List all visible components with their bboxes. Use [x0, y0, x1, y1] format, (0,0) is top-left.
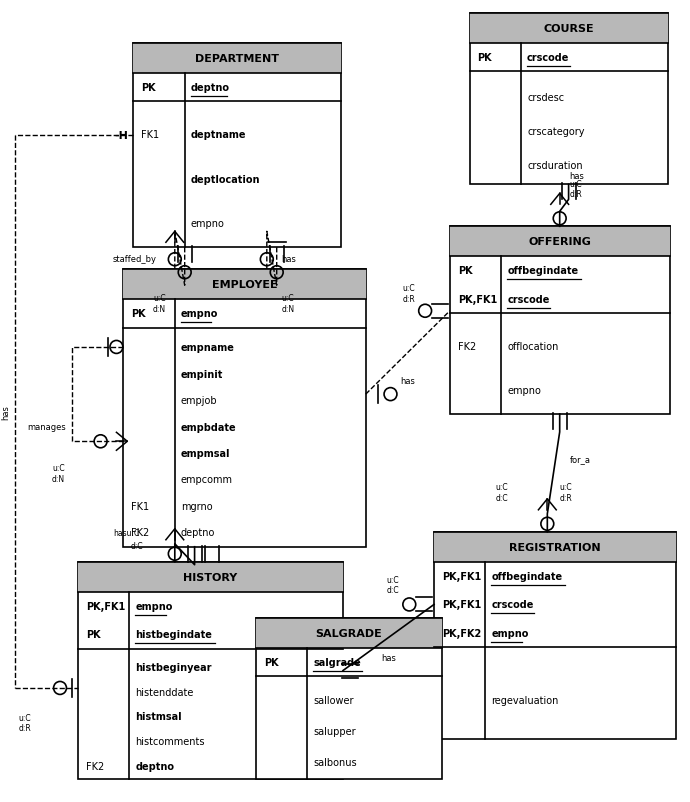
Text: has: has — [400, 377, 415, 386]
Text: histbeginyear: histbeginyear — [135, 662, 212, 672]
Text: COURSE: COURSE — [543, 23, 594, 34]
Text: deptno: deptno — [190, 83, 230, 93]
Text: PK,FK1: PK,FK1 — [457, 294, 497, 305]
Text: crsdesc: crsdesc — [527, 93, 564, 103]
Text: empcomm: empcomm — [181, 475, 233, 485]
Text: histcomments: histcomments — [135, 736, 205, 746]
Text: empinit: empinit — [181, 370, 223, 379]
Text: mgrno: mgrno — [181, 501, 213, 511]
Text: has: has — [1, 404, 10, 419]
Text: offlocation: offlocation — [507, 342, 559, 351]
Text: SALGRADE: SALGRADE — [315, 628, 382, 638]
Text: empno: empno — [190, 219, 224, 229]
Text: deptno: deptno — [181, 528, 215, 537]
Text: d:C: d:C — [130, 541, 143, 550]
Text: crscode: crscode — [491, 600, 534, 610]
Bar — [133, 43, 341, 74]
Text: u:C
d:C: u:C d:C — [386, 575, 399, 595]
Text: u:C
d:C: u:C d:C — [496, 483, 509, 502]
Text: FK2: FK2 — [86, 761, 104, 771]
Bar — [78, 562, 343, 780]
Text: sallower: sallower — [313, 695, 354, 705]
Text: REGISTRATION: REGISTRATION — [509, 542, 601, 552]
Text: empno: empno — [491, 628, 529, 638]
Text: PK: PK — [457, 266, 473, 276]
Text: deptno: deptno — [135, 761, 174, 771]
Text: empno: empno — [181, 309, 218, 319]
Bar — [256, 618, 442, 780]
Bar — [434, 532, 676, 739]
Text: empbdate: empbdate — [181, 422, 237, 432]
Text: PK,FK1: PK,FK1 — [442, 600, 481, 610]
Text: PK: PK — [141, 83, 156, 93]
Text: crscode: crscode — [527, 53, 569, 63]
Bar — [450, 227, 669, 415]
Text: crsduration: crsduration — [527, 161, 582, 172]
Bar — [434, 532, 676, 562]
Text: salgrade: salgrade — [313, 657, 361, 667]
Text: PK: PK — [264, 657, 279, 667]
Text: manages: manages — [27, 423, 66, 431]
Text: u:C
d:N: u:C d:N — [153, 294, 166, 314]
Bar — [133, 43, 341, 248]
Text: offbegindate: offbegindate — [491, 571, 562, 581]
Text: salupper: salupper — [313, 726, 356, 736]
Text: u:C
d:R: u:C d:R — [402, 284, 415, 303]
Text: for_a: for_a — [569, 454, 591, 464]
Text: empno: empno — [507, 386, 541, 395]
Text: u:C
d:N: u:C d:N — [282, 294, 295, 314]
Text: PK: PK — [477, 53, 492, 63]
Text: u:C
d:N: u:C d:N — [52, 464, 66, 483]
Text: offbegindate: offbegindate — [507, 266, 578, 276]
Text: PK,FK1: PK,FK1 — [86, 602, 125, 611]
Text: empname: empname — [181, 343, 235, 353]
Bar — [470, 14, 667, 185]
Bar — [124, 270, 366, 300]
Text: PK: PK — [131, 309, 146, 319]
Text: has: has — [282, 255, 297, 264]
Text: FK1: FK1 — [141, 130, 159, 140]
Text: deptlocation: deptlocation — [190, 174, 260, 184]
Text: u:C
d:R: u:C d:R — [19, 713, 31, 732]
Text: has: has — [569, 172, 584, 181]
Text: has: has — [381, 653, 396, 662]
Bar — [450, 227, 669, 257]
Text: OFFERING: OFFERING — [529, 237, 591, 247]
Text: crscode: crscode — [507, 294, 550, 305]
Text: u:C
d:R: u:C d:R — [569, 180, 582, 199]
Text: deptname: deptname — [190, 130, 246, 140]
Text: EMPLOYEE: EMPLOYEE — [212, 280, 277, 290]
Text: PK,FK2: PK,FK2 — [442, 628, 481, 638]
Text: hasu:C: hasu:C — [113, 528, 139, 537]
Text: histbegindate: histbegindate — [135, 630, 212, 639]
Text: HISTORY: HISTORY — [184, 572, 237, 582]
Bar — [470, 14, 667, 43]
Text: PK: PK — [86, 630, 100, 639]
Text: histmsal: histmsal — [135, 711, 182, 722]
Text: DEPARTMENT: DEPARTMENT — [195, 54, 279, 63]
Text: salbonus: salbonus — [313, 757, 357, 768]
Text: FK1: FK1 — [131, 501, 150, 511]
Text: empmsal: empmsal — [181, 448, 230, 459]
Text: empno: empno — [135, 602, 172, 611]
Text: regevaluation: regevaluation — [491, 695, 559, 706]
Text: staffed_by: staffed_by — [113, 255, 157, 264]
Text: crscategory: crscategory — [527, 127, 584, 137]
Text: FK2: FK2 — [131, 528, 150, 537]
Text: PK,FK1: PK,FK1 — [442, 571, 481, 581]
Bar — [256, 618, 442, 648]
Text: empjob: empjob — [181, 395, 217, 406]
Text: u:C
d:R: u:C d:R — [559, 483, 572, 502]
Text: -H: -H — [115, 131, 128, 140]
Bar — [124, 270, 366, 547]
Text: histenddate: histenddate — [135, 687, 194, 697]
Bar — [78, 562, 343, 592]
Text: FK2: FK2 — [457, 342, 476, 351]
